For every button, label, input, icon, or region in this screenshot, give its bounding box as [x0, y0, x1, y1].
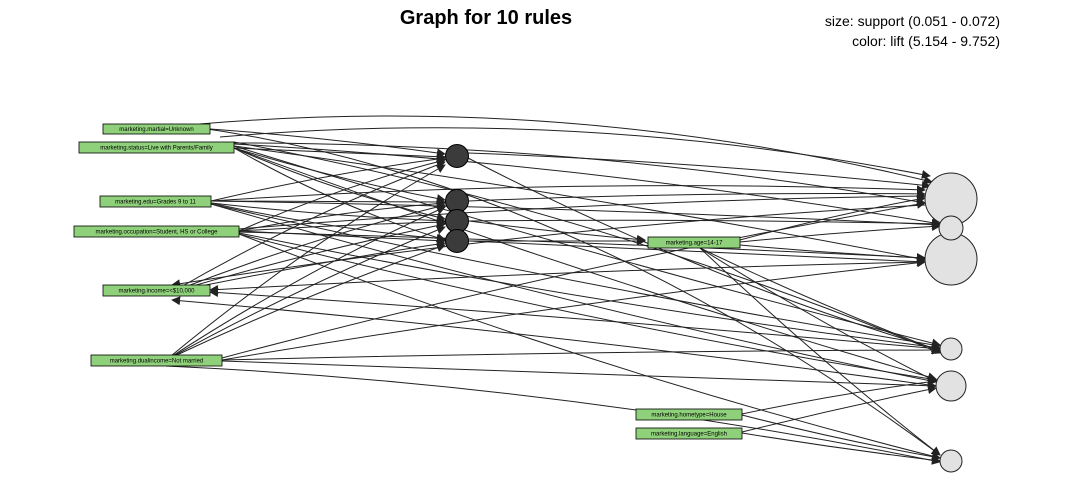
graph-edge	[739, 221, 941, 243]
graph-edge	[165, 365, 941, 465]
graph-edge	[238, 231, 926, 263]
graph-edge	[219, 127, 931, 179]
graph-edge	[171, 296, 937, 387]
graph-edge	[238, 233, 938, 384]
graph-edge	[233, 147, 937, 382]
graph-edge	[699, 247, 938, 383]
graph-edge	[209, 261, 926, 295]
graph-edge	[209, 288, 941, 350]
graph-edge	[233, 145, 941, 348]
graph-edge	[699, 247, 941, 456]
graph-edge	[233, 143, 941, 228]
graph-edge	[210, 203, 941, 350]
graph-edge	[171, 204, 926, 289]
legend-size: size: support (0.051 - 0.072)	[825, 13, 1000, 29]
graph-edge	[739, 195, 926, 241]
graph-edge	[210, 202, 446, 226]
graph-edge	[165, 164, 446, 361]
graph-edge	[233, 145, 927, 263]
graph-edge	[221, 345, 941, 361]
graph-edge	[467, 152, 931, 190]
item-label: marketing.occupation=Student, HS or Coll…	[96, 230, 219, 236]
item-node-income: marketing.income=<$10,000	[102, 284, 211, 297]
item-label: marketing.language=English	[651, 432, 727, 438]
graph-edge	[210, 200, 941, 230]
item-node-martial: marketing.martial=Unknown	[102, 123, 211, 135]
item-label: marketing.age=14-17	[666, 241, 724, 247]
graph-edge	[741, 414, 941, 462]
rule-node	[445, 144, 469, 168]
item-label: marketing.edu=Grades 9 to 11	[115, 200, 196, 206]
rule-node	[935, 370, 967, 402]
item-node-language: marketing.language=English	[635, 427, 743, 440]
item-label: marketing.status=Live with Parents/Famil…	[100, 146, 213, 152]
graph-edge	[169, 123, 941, 456]
graph-edge	[238, 191, 926, 230]
graph-edge	[165, 225, 446, 361]
rule-node	[939, 337, 963, 361]
item-label: marketing.hometype=House	[651, 413, 727, 419]
graph-edge	[171, 202, 446, 293]
graph-edge	[209, 128, 446, 158]
graph-edges	[165, 115, 943, 465]
item-label: marketing.dualincome=Not married	[110, 359, 204, 365]
rule-node	[445, 229, 469, 253]
graph-edge	[741, 432, 941, 465]
graph-edge	[221, 360, 937, 391]
graph-edge	[739, 244, 926, 263]
graph-title: Graph for 10 rules	[400, 7, 572, 29]
item-node-hometype: marketing.hometype=House	[635, 408, 743, 421]
graph-edge	[165, 243, 446, 361]
graph-edge	[210, 185, 926, 202]
item-label: marketing.martial=Unknown	[119, 127, 194, 133]
graph-edge	[210, 202, 446, 243]
graph-edge	[699, 247, 943, 354]
rule-node	[939, 449, 963, 473]
item-node-dualincome: marketing.dualincome=Not married	[90, 354, 223, 367]
graph-edge	[468, 240, 926, 267]
graph-edge	[741, 385, 937, 433]
item-node-status: marketing.status=Live with Parents/Famil…	[78, 141, 235, 154]
graph-edge	[233, 147, 446, 222]
item-node-edu: marketing.edu=Grades 9 to 11	[99, 195, 212, 208]
graph-edge	[233, 141, 941, 355]
item-node-age: marketing.age=14-17	[647, 236, 741, 249]
graph-edge	[165, 206, 446, 361]
legend-color: color: lift (5.154 - 9.752)	[852, 33, 1000, 49]
graph-edge	[221, 258, 926, 361]
item-node-occupation: marketing.occupation=Student, HS or Coll…	[73, 225, 240, 238]
graph-edge	[238, 233, 941, 461]
graph-edge	[233, 147, 446, 203]
graph-edge	[238, 217, 446, 232]
graph-edge	[233, 147, 446, 242]
graph-edge	[468, 189, 926, 202]
rule-node	[924, 232, 978, 286]
graph-edge	[210, 203, 937, 385]
graph-edge	[468, 220, 646, 244]
graph-edge	[221, 199, 926, 359]
graph-edge	[741, 377, 937, 415]
graph-edge	[238, 157, 446, 232]
graph-edge	[238, 232, 941, 352]
graph-edge	[210, 154, 446, 202]
graph-edge	[199, 115, 933, 185]
item-label: marketing.income=<$10,000	[118, 289, 195, 295]
graph-edge	[171, 221, 446, 293]
rule-node	[938, 215, 964, 241]
